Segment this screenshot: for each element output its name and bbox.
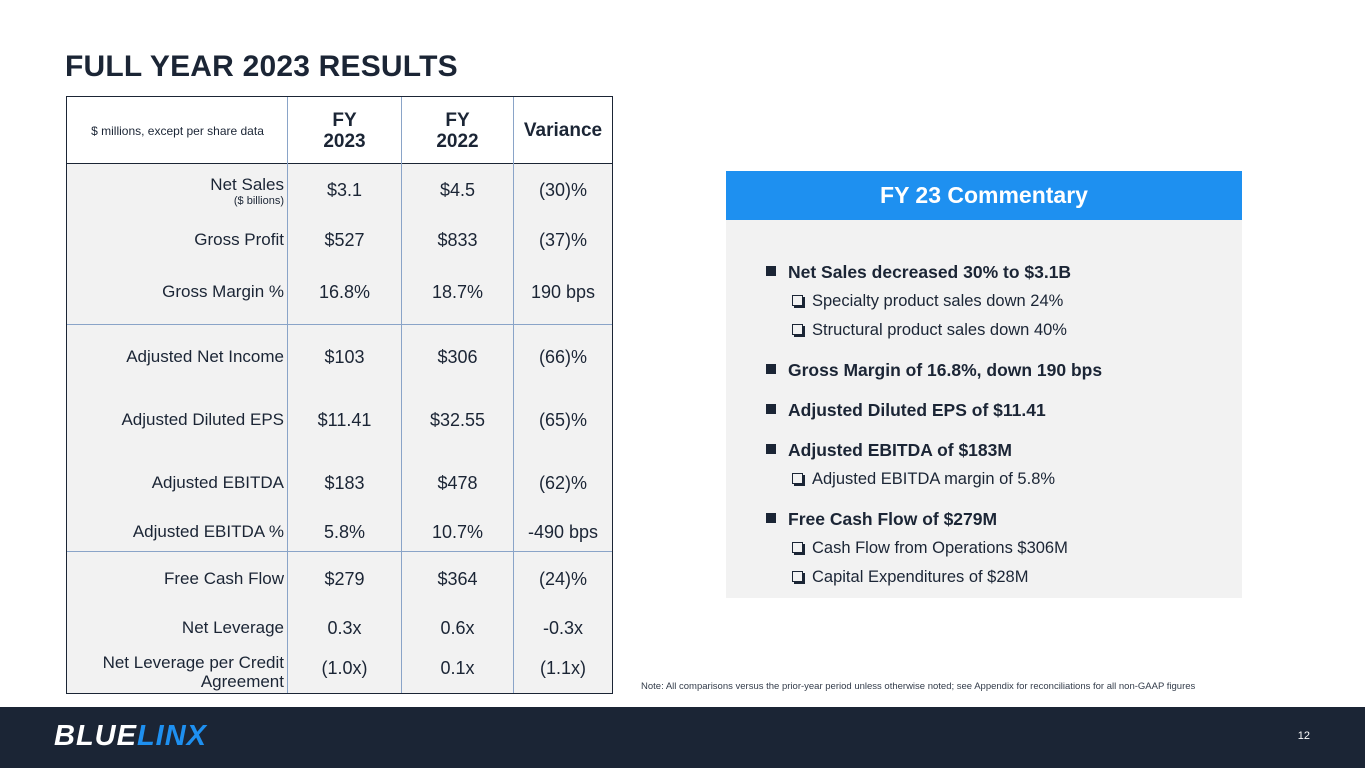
value-fy2023: $11.41 <box>317 410 372 430</box>
commentary-bullet: Net Sales decreased 30% to $3.1B <box>766 262 1071 283</box>
square-bullet-icon <box>766 444 776 454</box>
checkbox-bullet-icon <box>792 473 805 486</box>
units-note: $ millions, except per share data <box>91 123 264 138</box>
value-fy2023: (1.0x) <box>321 658 368 678</box>
value-fy2023: 0.3x <box>327 618 362 638</box>
square-bullet-icon <box>766 404 776 414</box>
header-fy2022: FY 2022 <box>436 109 479 152</box>
commentary-panel: FY 23 Commentary Net Sales decreased 30%… <box>726 171 1242 598</box>
value-variance: 190 bps <box>530 282 596 302</box>
value-variance: (37)% <box>538 230 587 250</box>
checkbox-bullet-icon <box>792 324 805 337</box>
value-fy2022: $833 <box>437 230 478 250</box>
footer-bar: BLUELINX 12 <box>0 707 1365 768</box>
header-variance: Variance <box>523 120 603 141</box>
page-number: 12 <box>1297 730 1310 742</box>
value-fy2023: $3.1 <box>326 180 363 200</box>
value-fy2022: $4.5 <box>439 180 476 200</box>
commentary-bullet: Adjusted EBITDA of $183M <box>766 440 1012 461</box>
value-fy2023: $279 <box>324 569 365 589</box>
value-variance: (66)% <box>538 347 587 367</box>
column-divider <box>513 97 514 693</box>
commentary-bullet: Gross Margin of 16.8%, down 190 bps <box>766 360 1102 381</box>
section-divider <box>67 551 612 552</box>
value-variance: (1.1x) <box>539 658 586 678</box>
table-row: Net Sales ($ billions) $3.1 $4.5 (30)% <box>67 175 612 207</box>
commentary-bullet: Free Cash Flow of $279M <box>766 509 997 530</box>
checkbox-bullet-icon <box>792 571 805 584</box>
square-bullet-icon <box>766 513 776 523</box>
value-fy2023: $103 <box>324 347 365 367</box>
value-variance: -490 bps <box>527 522 599 542</box>
bluelinx-logo: BLUELINX <box>54 721 207 751</box>
row-sublabel: ($ billions) <box>233 195 284 207</box>
value-fy2023: $527 <box>324 230 365 250</box>
square-bullet-icon <box>766 364 776 374</box>
table-row: Gross Margin % 16.8% 18.7% 190 bps <box>67 277 612 307</box>
table-row: Net Leverage 0.3x 0.6x -0.3x <box>67 613 612 643</box>
table-row: Free Cash Flow $279 $364 (24)% <box>67 564 612 594</box>
commentary-sub-bullet: Capital Expenditures of $28M <box>792 568 1028 587</box>
results-table: $ millions, except per share data FY 202… <box>66 96 613 694</box>
table-header: $ millions, except per share data FY 202… <box>67 97 612 164</box>
commentary-sub-bullet: Adjusted EBITDA margin of 5.8% <box>792 470 1055 489</box>
page-title: FULL YEAR 2023 RESULTS <box>65 50 458 83</box>
commentary-header: FY 23 Commentary <box>726 171 1242 220</box>
value-fy2022: 10.7% <box>431 522 484 542</box>
table-row: Net Leverage per Credit Agreement (1.0x)… <box>67 653 612 691</box>
row-label: Adjusted EBITDA % <box>132 522 284 541</box>
value-fy2022: $32.55 <box>429 410 486 430</box>
logo-text-blue: BLUE <box>54 720 137 752</box>
column-divider <box>401 97 402 693</box>
row-label: Adjusted Diluted EPS <box>121 410 284 429</box>
square-bullet-icon <box>766 266 776 276</box>
commentary-sub-bullet: Cash Flow from Operations $306M <box>792 539 1068 558</box>
value-fy2022: 0.6x <box>440 618 475 638</box>
table-row: Adjusted Net Income $103 $306 (66)% <box>67 342 612 372</box>
table-row: Adjusted EBITDA % 5.8% 10.7% -490 bps <box>67 517 612 547</box>
row-label: Net Leverage <box>181 618 284 637</box>
checkbox-bullet-icon <box>792 295 805 308</box>
row-label: Adjusted Net Income <box>126 347 284 366</box>
header-fy2023: FY 2023 <box>323 109 366 152</box>
row-label: Gross Profit <box>194 230 284 249</box>
table-row: Adjusted Diluted EPS $11.41 $32.55 (65)% <box>67 405 612 435</box>
row-label: Adjusted EBITDA <box>151 473 284 492</box>
checkbox-bullet-icon <box>792 542 805 555</box>
value-variance: (30)% <box>538 180 587 200</box>
value-fy2023: $183 <box>324 473 365 493</box>
row-label: Gross Margin % <box>162 282 284 301</box>
row-label: Net Leverage per Credit Agreement <box>102 653 284 691</box>
value-fy2022: $478 <box>437 473 478 493</box>
value-fy2022: 0.1x <box>440 658 475 678</box>
row-label: Free Cash Flow <box>164 569 284 588</box>
commentary-sub-bullet: Specialty product sales down 24% <box>792 292 1063 311</box>
value-variance: (62)% <box>538 473 587 493</box>
value-variance: (65)% <box>538 410 587 430</box>
row-label: Net Sales ($ billions) <box>67 175 284 207</box>
table-row: Adjusted EBITDA $183 $478 (62)% <box>67 468 612 498</box>
column-divider <box>287 97 288 693</box>
commentary-sub-bullet: Structural product sales down 40% <box>792 321 1067 340</box>
value-fy2022: 18.7% <box>431 282 484 302</box>
commentary-bullet: Adjusted Diluted EPS of $11.41 <box>766 400 1046 421</box>
value-fy2022: $364 <box>437 569 478 589</box>
value-fy2023: 16.8% <box>318 282 371 302</box>
value-variance: -0.3x <box>542 618 584 638</box>
logo-text-linx: LINX <box>136 720 208 752</box>
value-fy2023: 5.8% <box>323 522 366 542</box>
section-divider <box>67 324 612 325</box>
value-fy2022: $306 <box>437 347 478 367</box>
footnote: Note: All comparisons versus the prior-y… <box>641 681 1196 692</box>
table-row: Gross Profit $527 $833 (37)% <box>67 225 612 255</box>
value-variance: (24)% <box>538 569 587 589</box>
